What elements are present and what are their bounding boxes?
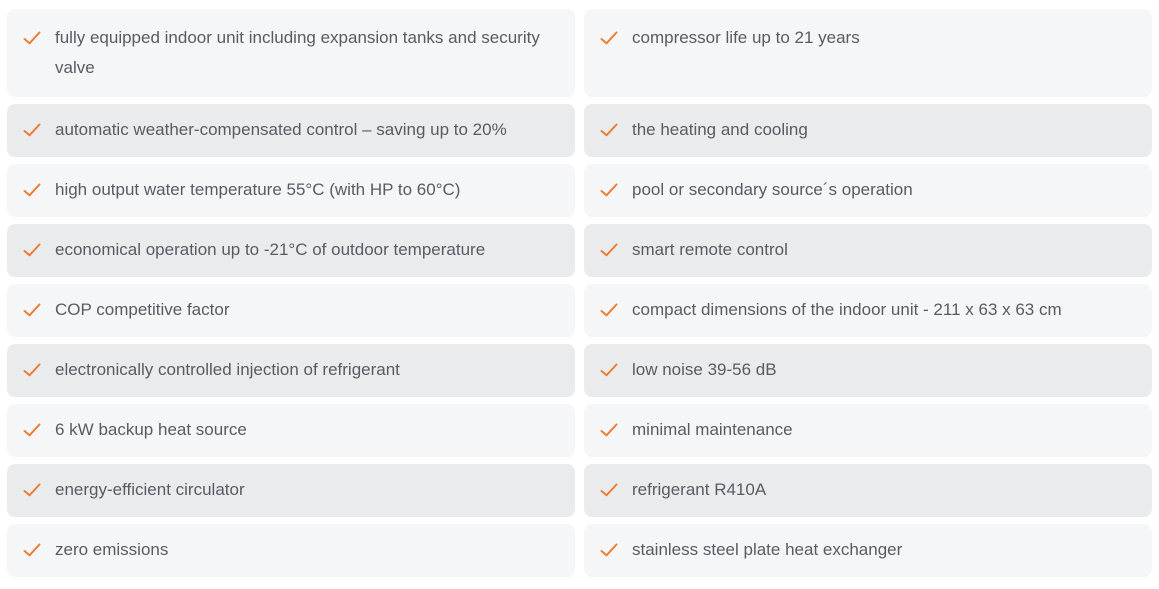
feature-row: zero emissions xyxy=(7,524,575,577)
feature-text: energy-efficient circulator xyxy=(55,480,245,499)
feature-text: pool or secondary source´s operation xyxy=(632,180,913,199)
check-icon xyxy=(23,23,41,53)
check-icon xyxy=(600,23,618,53)
feature-row: electronically controlled injection of r… xyxy=(7,344,575,397)
check-icon xyxy=(23,175,41,205)
feature-row: refrigerant R410A xyxy=(584,464,1152,517)
feature-text: automatic weather-compensated control – … xyxy=(55,120,507,139)
check-icon xyxy=(23,235,41,265)
feature-row: automatic weather-compensated control – … xyxy=(7,104,575,157)
feature-row: energy-efficient circulator xyxy=(7,464,575,517)
check-icon xyxy=(600,535,618,565)
feature-row: high output water temperature 55°C (with… xyxy=(7,164,575,217)
feature-text: COP competitive factor xyxy=(55,300,230,319)
check-icon xyxy=(23,415,41,445)
feature-row: COP competitive factor xyxy=(7,284,575,337)
feature-text: economical operation up to -21°C of outd… xyxy=(55,240,486,259)
feature-text: electronically controlled injection of r… xyxy=(55,360,400,379)
check-icon xyxy=(23,295,41,325)
check-icon xyxy=(23,115,41,145)
feature-row: low noise 39-56 dB xyxy=(584,344,1152,397)
feature-text: low noise 39-56 dB xyxy=(632,360,777,379)
check-icon xyxy=(23,535,41,565)
feature-row: minimal maintenance xyxy=(584,404,1152,457)
check-icon xyxy=(23,475,41,505)
feature-text: refrigerant R410A xyxy=(632,480,767,499)
feature-text: the heating and cooling xyxy=(632,120,808,139)
feature-text: 6 kW backup heat source xyxy=(55,420,247,439)
check-icon xyxy=(600,295,618,325)
check-icon xyxy=(600,415,618,445)
feature-row: fully equipped indoor unit including exp… xyxy=(7,9,575,97)
feature-row: smart remote control xyxy=(584,224,1152,277)
feature-row: pool or secondary source´s operation xyxy=(584,164,1152,217)
feature-text: stainless steel plate heat exchanger xyxy=(632,540,903,559)
feature-row: compact dimensions of the indoor unit - … xyxy=(584,284,1152,337)
check-icon xyxy=(600,235,618,265)
check-icon xyxy=(600,175,618,205)
feature-text: smart remote control xyxy=(632,240,788,259)
check-icon xyxy=(600,115,618,145)
feature-text: high output water temperature 55°C (with… xyxy=(55,180,461,199)
check-icon xyxy=(23,355,41,385)
check-icon xyxy=(600,475,618,505)
feature-row: 6 kW backup heat source xyxy=(7,404,575,457)
feature-row: economical operation up to -21°C of outd… xyxy=(7,224,575,277)
feature-text: fully equipped indoor unit including exp… xyxy=(55,28,540,77)
feature-text: compact dimensions of the indoor unit - … xyxy=(632,300,1062,319)
feature-row: the heating and cooling xyxy=(584,104,1152,157)
feature-text: zero emissions xyxy=(55,540,169,559)
feature-row: compressor life up to 21 years xyxy=(584,9,1152,97)
feature-text: compressor life up to 21 years xyxy=(632,28,860,47)
feature-text: minimal maintenance xyxy=(632,420,793,439)
feature-row: stainless steel plate heat exchanger xyxy=(584,524,1152,577)
check-icon xyxy=(600,355,618,385)
